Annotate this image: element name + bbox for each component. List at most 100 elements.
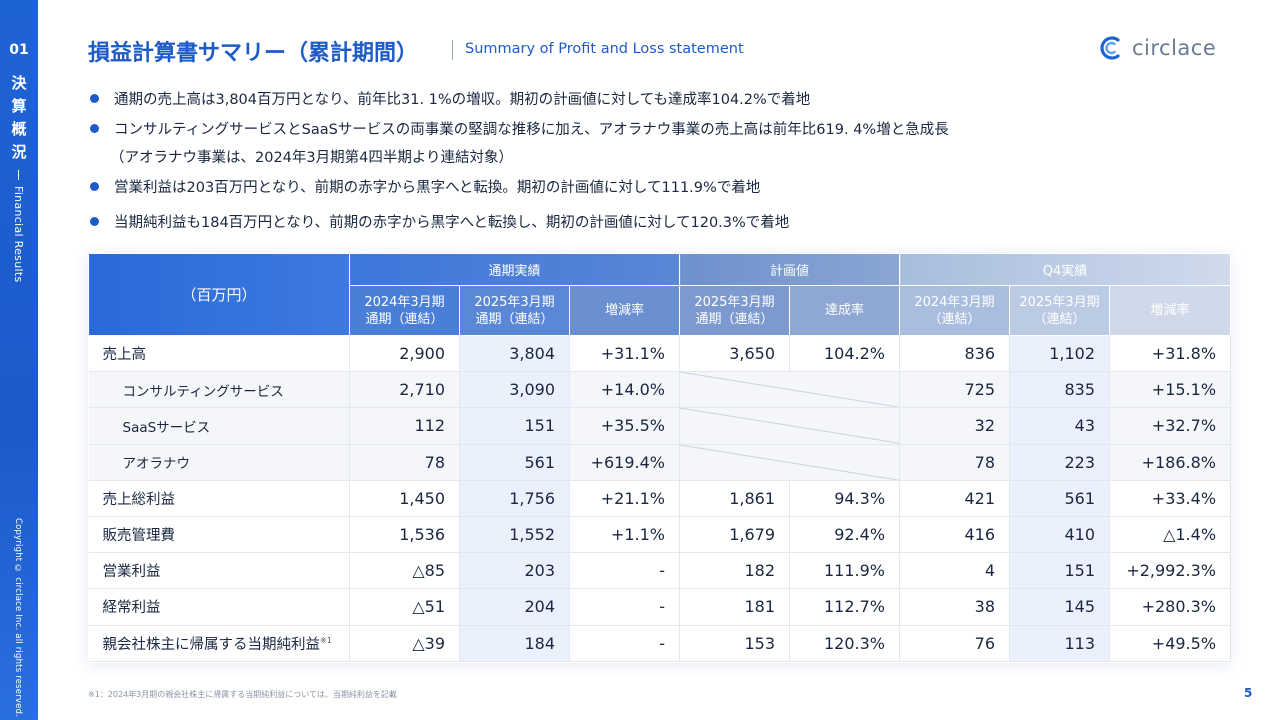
table-cell: +14.0% [569, 371, 680, 409]
table-cell: 416 [899, 516, 1011, 554]
table-row: 営業利益 △85 203-182 111.9% 4 151 +2,992.3% [88, 552, 1232, 590]
table-cell: 112.7% [789, 588, 901, 626]
copyright: Copyright © circlace Inc. all rights res… [13, 518, 23, 718]
row-label: 販売管理費 [88, 516, 350, 554]
section-char: 況 [11, 143, 27, 161]
section-char: 概 [11, 120, 27, 138]
section-sidebar: 01 決 算 概 況 Financial Results Copyright ©… [0, 0, 38, 720]
table-cell: △51 [349, 588, 460, 626]
table-cell: 2,710 [349, 371, 460, 409]
table-cell: 104.2% [789, 335, 901, 373]
table-cell: 32 [899, 407, 1011, 445]
table-cell: 120.3% [789, 625, 901, 662]
table-cell: 151 [1009, 552, 1111, 590]
col-header: 2024年3月期 通期（連結） [349, 285, 460, 336]
table-cell: 1,450 [349, 480, 460, 517]
table-cell: 3,650 [679, 335, 790, 373]
table-cell: 113 [1009, 625, 1111, 662]
table-row: SaaSサービス 112 151 +35.5% 32 43 +32.7% [88, 407, 1232, 445]
section-char: 算 [11, 97, 27, 115]
col-header: 2025年3月期 通期（連結） [679, 285, 790, 336]
table-cell: 181 [679, 588, 790, 626]
company-logo: circlace [1098, 33, 1216, 63]
table-cell: +186.8% [1109, 444, 1232, 481]
table-cell: 836 [899, 335, 1011, 373]
page-subtitle: Summary of Profit and Loss statement [465, 41, 744, 57]
bullet-dot-icon [90, 124, 99, 133]
table-cell: 203 [459, 552, 570, 590]
table-cell: +35.5% [569, 407, 680, 445]
group-header-plan: 計画値 [678, 253, 901, 286]
group-header-q4: Q4実績 [899, 253, 1232, 286]
table-cell: - [569, 552, 680, 590]
table-cell: +15.1% [1109, 371, 1232, 409]
col-header: 達成率 [788, 285, 901, 336]
plan-not-applicable-cell [679, 371, 901, 409]
table-cell: 38 [899, 588, 1011, 626]
table-cell: - [569, 588, 680, 626]
table-cell: +280.3% [1109, 588, 1232, 626]
col-header: 2025年3月期 通期（連結） [459, 285, 570, 336]
table-row: 売上高 2,900 3,804 +31.1% 3,650 104.2% 836 1,102 +3… [88, 335, 1232, 373]
bullet-text: 通期の売上高は3,804百万円となり、前年比31. 1%の増収。期初の計画値に対… [114, 92, 811, 108]
table-cell: +49.5% [1109, 625, 1232, 662]
table-cell: △85 [349, 552, 460, 590]
table-cell: +32.7% [1109, 407, 1232, 445]
row-label: 売上総利益 [88, 480, 350, 517]
table-cell: 3,090 [459, 371, 570, 409]
row-label: 親会社株主に帰属する当期純利益※1 [88, 625, 350, 662]
pl-summary-table: （百万円） 通期実績 計画値 Q4実績 2024年3月期 通期（連結） 2025年… [88, 253, 1232, 663]
row-label: アオラナウ [88, 444, 350, 481]
bullet-text: 営業利益は203百万円となり、前期の赤字から黒字へと転換。期初の計画値に対して1… [114, 180, 761, 196]
table-cell: 561 [459, 444, 570, 481]
bullet-dot-icon [90, 182, 99, 191]
col-header: 増減率 [1109, 285, 1232, 336]
table-cell: +33.4% [1109, 480, 1232, 517]
table-cell: 561 [1009, 480, 1111, 517]
bullet-text: 当期純利益も184百万円となり、前期の赤字から黒字へと転換し、期初の計画値に対し… [114, 215, 790, 231]
logo-text: circlace [1132, 36, 1217, 60]
table-cell: +31.8% [1109, 335, 1232, 373]
table-cell: △1.4% [1109, 516, 1232, 554]
section-divider [18, 170, 19, 180]
table-cell: +1.1% [569, 516, 680, 554]
table-cell: 76 [899, 625, 1011, 662]
row-label: 経常利益 [88, 588, 350, 626]
section-number: 01 [9, 42, 29, 58]
bullet-dot-icon [90, 94, 99, 103]
plan-not-applicable-cell [679, 407, 901, 445]
table-row: 親会社株主に帰属する当期純利益※1 △39 184-153 120.3% 76 113 +4… [88, 625, 1232, 662]
footnote: ※1：2024年3月期の親会社株主に帰属する当期純利益については、当期純利益を記… [88, 690, 397, 699]
table-cell: 78 [899, 444, 1011, 481]
table-cell: 421 [899, 480, 1011, 517]
table-cell: 94.3% [789, 480, 901, 517]
table-cell: 1,861 [679, 480, 790, 517]
row-label: 営業利益 [88, 552, 350, 590]
table-cell: 111.9% [789, 552, 901, 590]
page-number: 5 [1244, 686, 1253, 700]
table-row: アオラナウ 78 561 +619.4% 78 223 +186.8% [88, 444, 1232, 481]
table-cell: 145 [1009, 588, 1111, 626]
table-cell: 1,756 [459, 480, 570, 517]
table-cell: 4 [899, 552, 1011, 590]
table-cell: +31.1% [569, 335, 680, 373]
table-cell: 1,102 [1009, 335, 1111, 373]
table-cell: +21.1% [569, 480, 680, 517]
table-cell: 151 [459, 407, 570, 445]
table-cell: 204 [459, 588, 570, 626]
table-cell: 410 [1009, 516, 1111, 554]
table-cell: 184 [459, 625, 570, 662]
table-row: 経常利益 △51 204-181 112.7% 38 145 +280.3% [88, 588, 1232, 626]
table-cell: 3,804 [459, 335, 570, 373]
table-cell: △39 [349, 625, 460, 662]
table-cell: 1,679 [679, 516, 790, 554]
table-cell: 835 [1009, 371, 1111, 409]
table-cell: 1,536 [349, 516, 460, 554]
table-row: 販売管理費 1,536 1,552 +1.1% 1,679 92.4% 416 410 △1.4… [88, 516, 1232, 554]
bullet-text: （アオラナウ事業は、2024年3月期第4四半期より連結対象） [110, 150, 514, 166]
bullet-dot-icon [90, 217, 99, 226]
table-cell: 92.4% [789, 516, 901, 554]
table-corner-unit: （百万円） [88, 253, 350, 336]
table-cell: 43 [1009, 407, 1111, 445]
row-label: 売上高 [88, 335, 350, 373]
